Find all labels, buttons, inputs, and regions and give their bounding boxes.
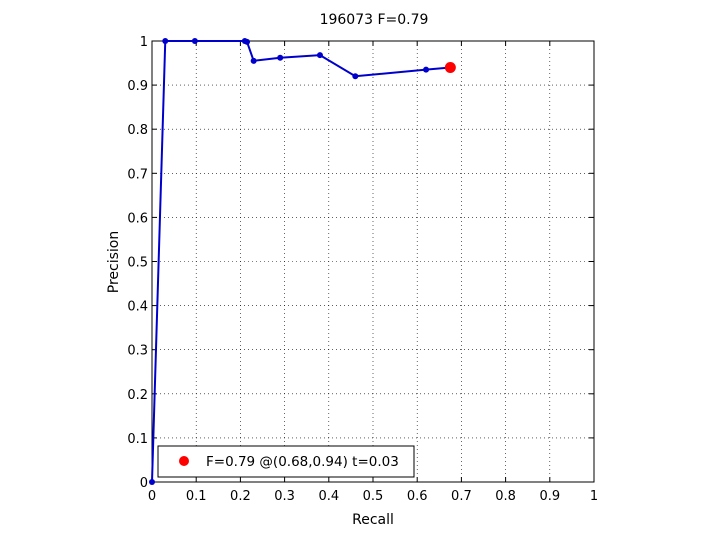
y-tick-label: 0.6: [127, 211, 148, 226]
data-point: [244, 38, 251, 45]
x-tick-label: 0.2: [230, 489, 251, 504]
data-point: [352, 73, 359, 80]
y-tick-label: 0.2: [127, 388, 148, 403]
series: [149, 38, 456, 485]
y-tick-label: 0.3: [127, 344, 148, 359]
y-tick-label: 0.9: [127, 79, 148, 94]
y-tick-label: 0.1: [127, 432, 148, 447]
legend-marker: [179, 456, 189, 466]
axis-ticks: 0 0.1 0.2 0.3 0.4 0.5 0.6 0.7 0.8 0.9 1 0 0.1 0.2 0.3 0…: [127, 35, 598, 504]
best-f-point: [444, 61, 456, 73]
chart-title: 196073 F=0.79: [320, 12, 429, 28]
x-tick-label: 0.1: [186, 489, 207, 504]
x-tick-label: 0.4: [318, 489, 339, 504]
data-point: [191, 38, 198, 44]
data-point: [423, 66, 430, 73]
data-point: [277, 54, 284, 61]
x-tick-label: 0.6: [407, 489, 428, 504]
y-tick-label: 1: [140, 35, 148, 50]
x-tick-label: 0.8: [495, 489, 516, 504]
x-tick-label: 0.5: [363, 489, 384, 504]
legend: F=0.79 @(0.68,0.94) t=0.03: [157, 445, 415, 478]
y-tick-label: 0.5: [127, 256, 148, 271]
x-tick-label: 0: [148, 489, 156, 504]
data-point: [149, 479, 155, 485]
data-point: [250, 57, 257, 64]
x-tick-label: 0.9: [539, 489, 560, 504]
y-tick-label: 0: [140, 476, 148, 491]
data-point: [162, 38, 169, 44]
y-tick-label: 0.7: [127, 167, 148, 182]
x-axis-label: Recall: [352, 512, 394, 528]
legend-text: F=0.79 @(0.68,0.94) t=0.03: [206, 454, 399, 470]
legend-box: [157, 445, 415, 478]
x-tick-label: 0.3: [274, 489, 295, 504]
x-tick-label: 0.7: [451, 489, 472, 504]
x-tick-label: 1: [590, 489, 598, 504]
y-tick-label: 0.4: [127, 300, 148, 315]
grid: [152, 41, 594, 482]
y-axis-label: Precision: [106, 231, 122, 293]
data-point: [316, 52, 323, 59]
y-tick-label: 0.8: [127, 123, 148, 138]
